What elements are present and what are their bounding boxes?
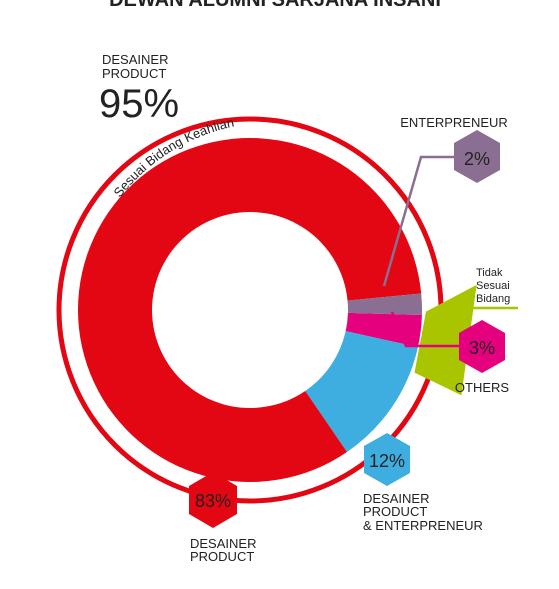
group-label-line1: DESAINER [102,52,168,67]
enterpreneur-hexagon [454,130,500,183]
desainer-product-hexagon [189,472,237,528]
slice-desainer-product [77,137,422,482]
enterpreneur-percent: 2% [464,149,490,169]
dpe-label-line2: PRODUCT [363,504,427,519]
slice-enterpreneur [347,293,422,316]
desainer-product-label-line1: DESAINER [190,536,256,551]
others-percent: 3% [469,338,495,358]
desainer-product-percent: 83% [195,491,231,511]
group-percent: 95% [99,82,179,126]
enterpreneur-label: ENTERPRENEUR [400,115,508,130]
desainer-product-label-line2: PRODUCT [190,549,254,564]
slice-desainer-product-enterpreneur [305,331,418,453]
others-pointer-line [390,311,463,348]
dpe-percent: 12% [369,451,405,471]
tidak-sesuai-tab [414,284,477,396]
group-label-line2: PRODUCT [102,66,166,81]
others-label: OTHERS [455,380,510,395]
tidak-sesuai-line3: Bidang [476,293,510,305]
dpe-label-line1: DESAINER [363,491,429,506]
others-hexagon [459,320,505,373]
dpe-label-line3: & ENTERPRENEUR [363,518,483,533]
header-title: DEWAN ALUMNI SARJANA INSANI [109,0,441,11]
enterpreneur-pointer-line [382,155,461,287]
tidak-sesuai-line2: Sesuai [476,280,510,292]
tidak-sesuai-line1: Tidak [476,267,503,279]
dpe-hexagon [364,433,410,486]
